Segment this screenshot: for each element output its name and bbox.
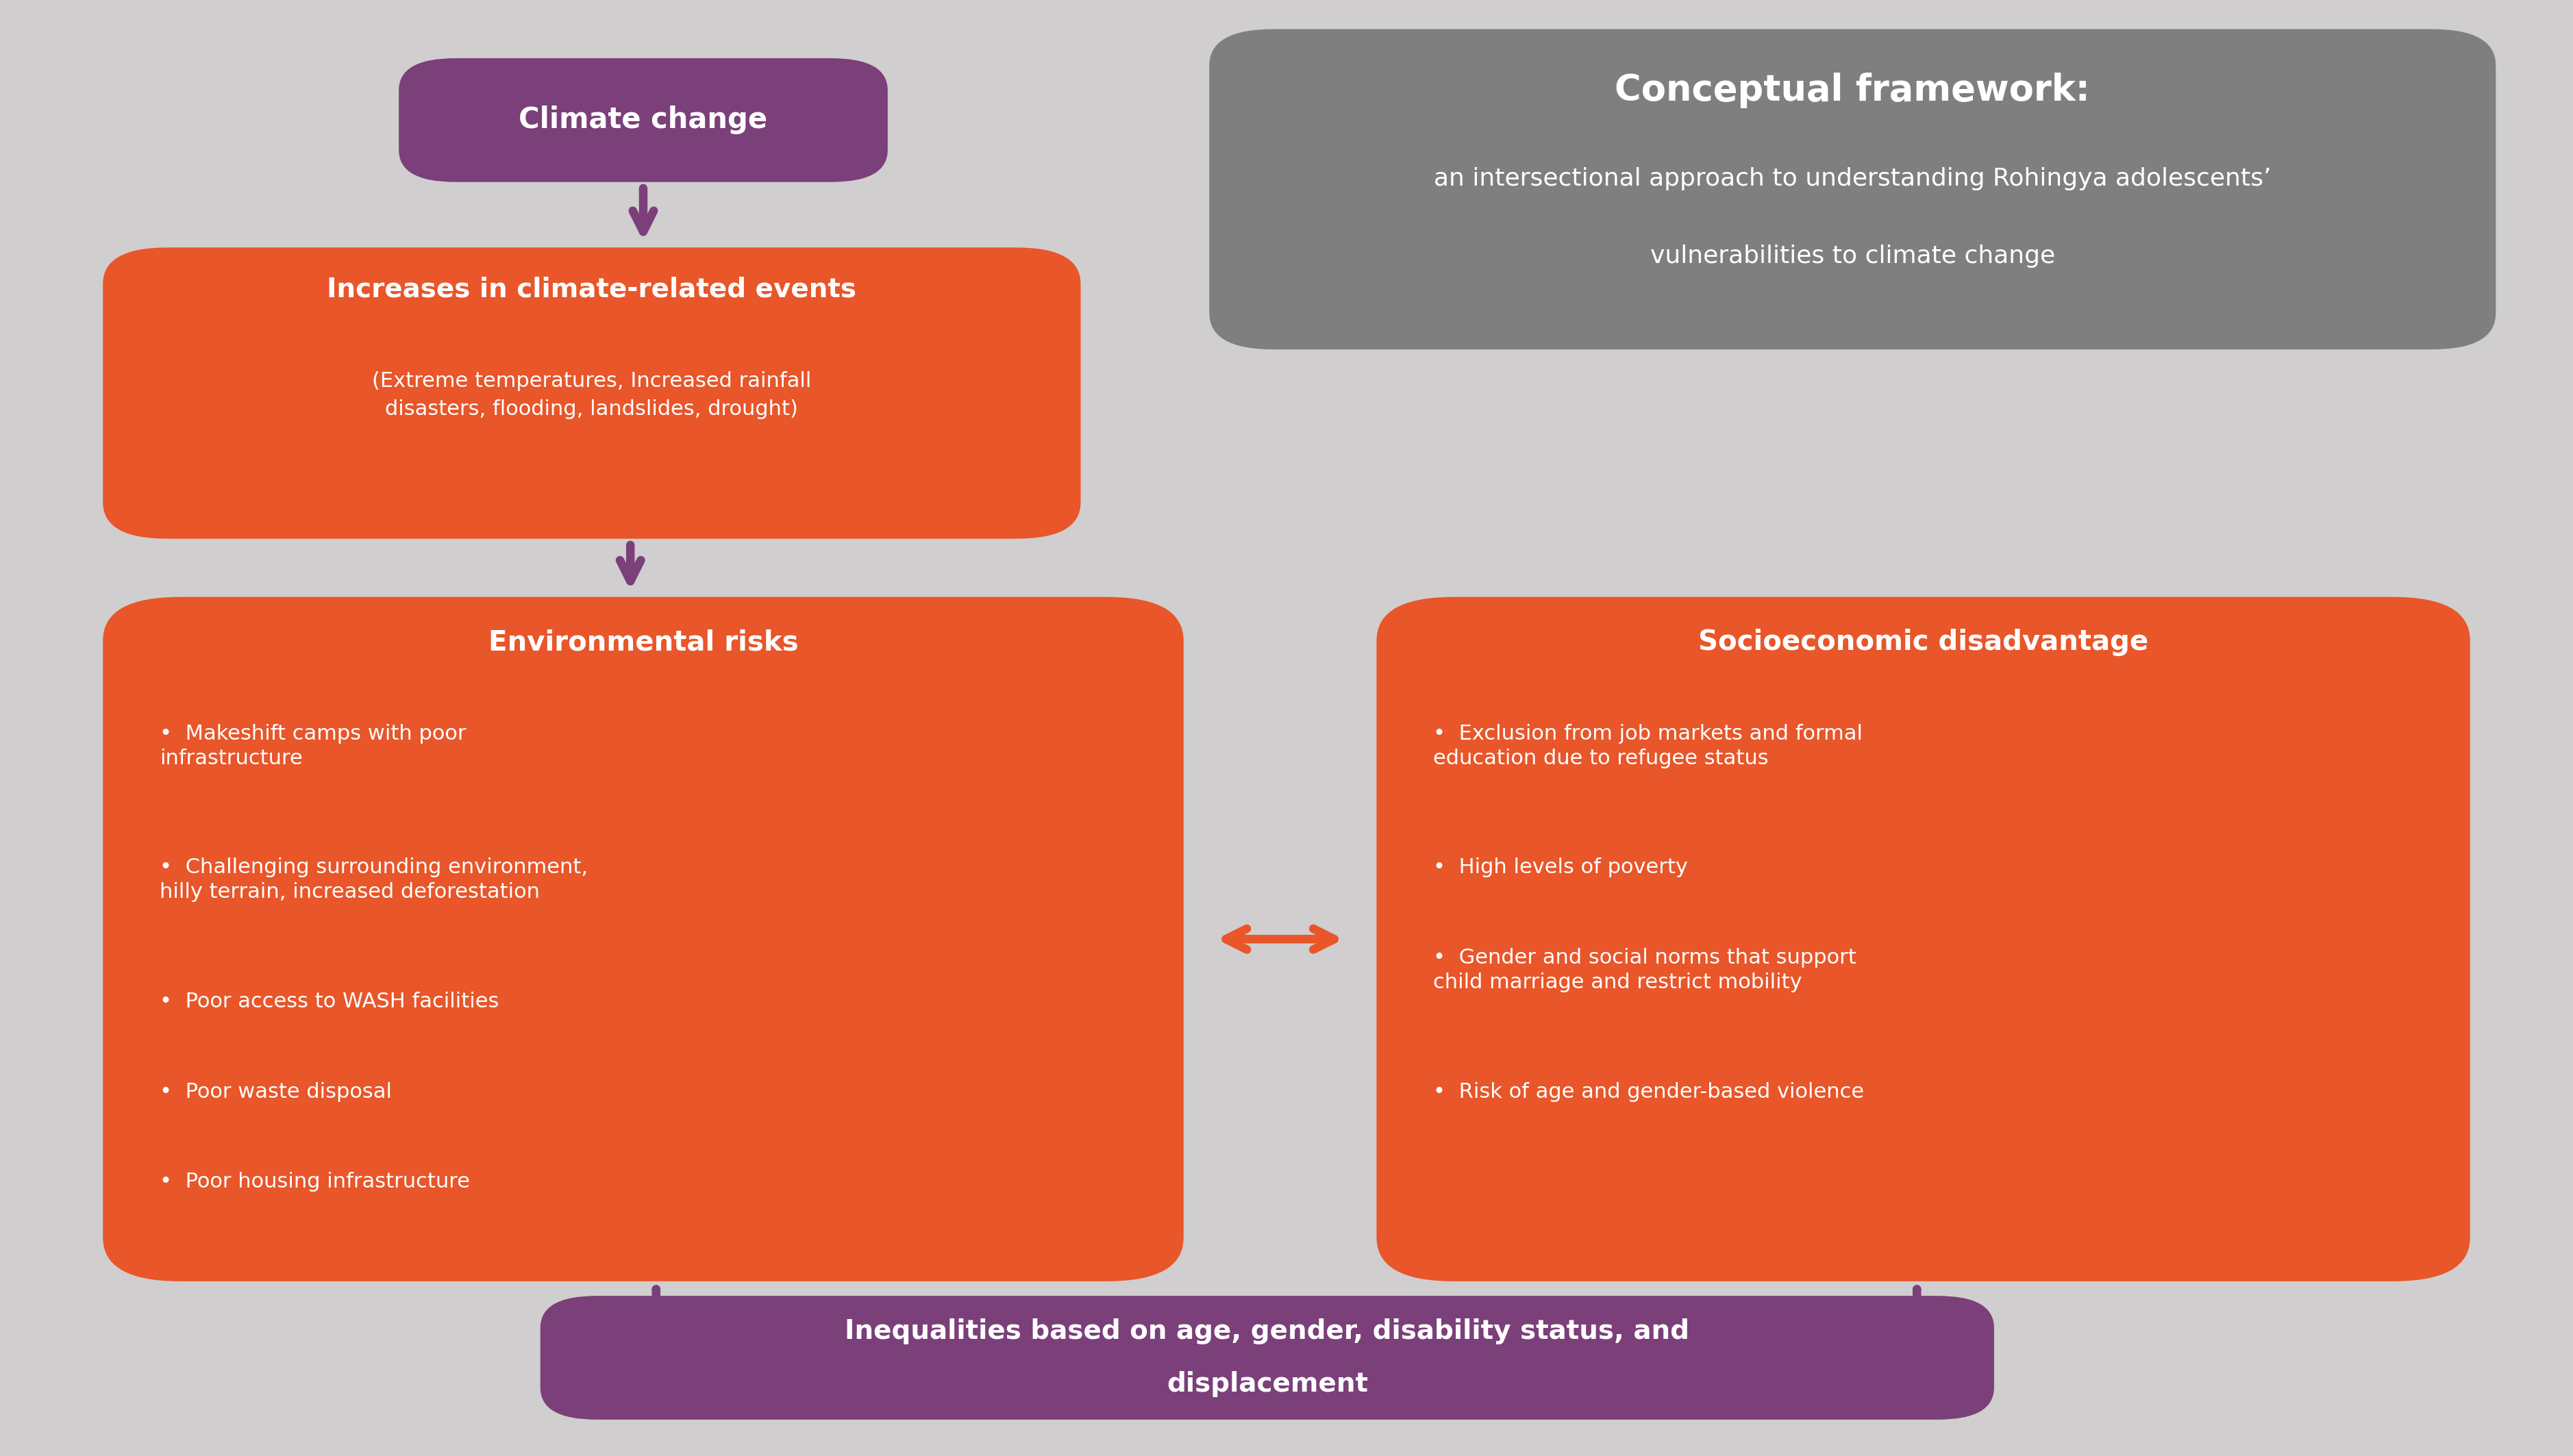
Text: •  Makeshift camps with poor
infrastructure: • Makeshift camps with poor infrastructu… (160, 724, 466, 769)
FancyBboxPatch shape (103, 597, 1184, 1281)
Text: •  Gender and social norms that support
child marriage and restrict mobility: • Gender and social norms that support c… (1433, 948, 1855, 993)
Text: an intersectional approach to understanding Rohingya adolescents’: an intersectional approach to understand… (1433, 167, 2272, 191)
Text: •  High levels of poverty: • High levels of poverty (1433, 858, 1688, 878)
Text: •  Poor housing infrastructure: • Poor housing infrastructure (160, 1172, 471, 1192)
Text: vulnerabilities to climate change: vulnerabilities to climate change (1649, 245, 2056, 268)
Text: Socioeconomic disadvantage: Socioeconomic disadvantage (1698, 629, 2148, 657)
Text: •  Risk of age and gender-based violence: • Risk of age and gender-based violence (1433, 1082, 1863, 1102)
Text: displacement: displacement (1166, 1372, 1369, 1396)
FancyBboxPatch shape (399, 58, 888, 182)
Text: •  Poor access to WASH facilities: • Poor access to WASH facilities (160, 992, 499, 1012)
FancyBboxPatch shape (103, 248, 1081, 539)
Text: •  Challenging surrounding environment,
hilly terrain, increased deforestation: • Challenging surrounding environment, h… (160, 858, 587, 903)
Text: •  Exclusion from job markets and formal
education due to refugee status: • Exclusion from job markets and formal … (1433, 724, 1863, 769)
Text: Climate change: Climate change (520, 106, 767, 134)
FancyBboxPatch shape (1377, 597, 2470, 1281)
Text: (Extreme temperatures, Increased rainfall
disasters, flooding, landslides, droug: (Extreme temperatures, Increased rainfal… (373, 371, 810, 419)
Text: Increases in climate-related events: Increases in climate-related events (327, 277, 857, 303)
Text: Inequalities based on age, gender, disability status, and: Inequalities based on age, gender, disab… (844, 1319, 1690, 1344)
Text: •  Poor waste disposal: • Poor waste disposal (160, 1082, 391, 1102)
Text: Conceptual framework:: Conceptual framework: (1616, 73, 2089, 108)
FancyBboxPatch shape (1209, 29, 2496, 349)
Text: Environmental risks: Environmental risks (489, 629, 798, 657)
FancyBboxPatch shape (540, 1296, 1994, 1420)
